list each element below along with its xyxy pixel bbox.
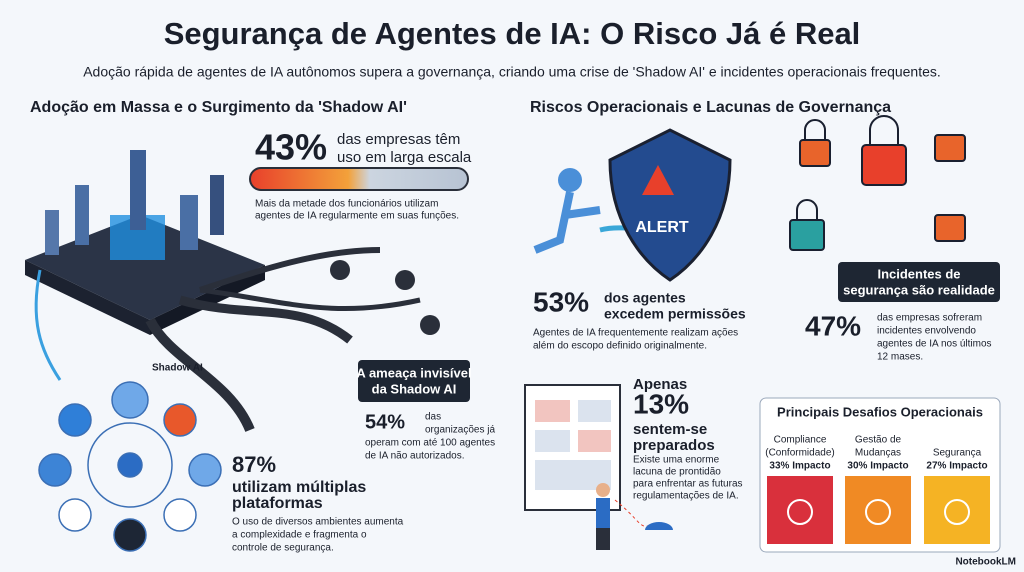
challenge-name: (Conformidade) [765, 448, 834, 459]
challenge-card [924, 476, 990, 544]
stat-label: dos agentes [604, 290, 686, 306]
box-text: da Shadow AI [372, 381, 457, 396]
box-text: segurança são realidade [843, 282, 995, 297]
box-text: A ameaça invisível [356, 365, 471, 380]
stat-label: uso em larga escala [337, 149, 472, 166]
challenge-icon [944, 499, 970, 525]
city-illustration [25, 150, 440, 433]
stat-label: operam com até 100 agentes [365, 438, 495, 449]
challenge-list: Compliance (Conformidade) 33% Impacto Gestã… [765, 435, 990, 544]
scale-bar [249, 167, 469, 191]
shield-illustration: ALERT [533, 128, 732, 282]
challenge-icon [787, 499, 813, 525]
stat-note: controle de segurança. [232, 543, 334, 554]
shadow-label: Shadow AI [152, 363, 203, 374]
document-illustration [524, 384, 673, 550]
stat-note: agentes de IA regularmente em suas funçõ… [255, 211, 459, 222]
challenge-card [845, 476, 911, 544]
stat-label: incidentes envolvendo [877, 326, 976, 337]
stat-label: agentes de IA nos últimos [877, 339, 992, 350]
box-text: Incidentes de [877, 266, 960, 281]
stat-value: 53% [533, 286, 589, 317]
stat-note: Mais da metade dos funcionários utilizam [255, 199, 438, 210]
challenge-name: Compliance [774, 435, 827, 446]
stat-note: Existe uma enorme [633, 455, 720, 466]
challenge-name: Segurança [933, 448, 982, 459]
stat-note: a complexidade e fragmenta o [232, 530, 367, 541]
stat-note: para enfrentar as futuras [633, 479, 743, 490]
brand: NotebookLM [955, 557, 1016, 568]
stat-label: das empresas sofreram [877, 313, 982, 324]
stat-value: 87% [232, 452, 276, 477]
stat-value: 47% [805, 310, 861, 341]
locks-illustration [789, 115, 966, 251]
cloud-network-illustration [38, 381, 222, 552]
challenge-card [767, 476, 833, 544]
stat-note: Agentes de IA frequentemente realizam aç… [533, 328, 738, 339]
stat-note: lacuna de prontidão [633, 467, 721, 478]
stat-note: além do escopo definido originalmente. [533, 341, 707, 352]
stat-prefix: Apenas [633, 376, 687, 393]
panel-title: Principais Desafios Operacionais [777, 404, 983, 419]
stat-label: preparados [633, 437, 715, 454]
stat-label: das [425, 412, 441, 423]
stat-label: excedem permissões [604, 306, 746, 322]
stat-label: das empresas têm [337, 131, 460, 148]
title: Segurança de Agentes de IA: O Risco Já é… [164, 16, 861, 51]
stat-label: de IA não autorizados. [365, 451, 465, 462]
challenge-impact: 27% Impacto [926, 461, 987, 472]
stat-label: sentem-se [633, 421, 707, 438]
challenge-name: Gestão de [855, 435, 902, 446]
section-heading: Adoção em Massa e o Surgimento da 'Shado… [30, 99, 407, 116]
stat-label: 12 mases. [877, 352, 923, 363]
stat-note: regulamentações de IA. [633, 491, 739, 502]
section-heading: Riscos Operacionais e Lacunas de Governa… [530, 99, 891, 116]
stat-label: utilizam múltiplas [232, 479, 366, 496]
stat-note: O uso de diversos ambientes aumenta [232, 517, 404, 528]
challenge-icon [865, 499, 891, 525]
challenge-impact: 30% Impacto [847, 461, 908, 472]
subtitle: Adoção rápida de agentes de IA autônomos… [83, 64, 941, 80]
challenge-name: Mudanças [855, 448, 901, 459]
incident-box [838, 262, 1000, 302]
stat-value: 43% [255, 127, 327, 168]
alert-label: ALERT [635, 219, 689, 236]
stat-label: organizações já [425, 425, 495, 436]
stat-value: 54% [365, 411, 405, 433]
shadow-box [358, 360, 470, 402]
challenge-impact: 33% Impacto [769, 461, 830, 472]
stat-value: 13% [633, 388, 689, 419]
stat-label: plataformas [232, 495, 323, 512]
